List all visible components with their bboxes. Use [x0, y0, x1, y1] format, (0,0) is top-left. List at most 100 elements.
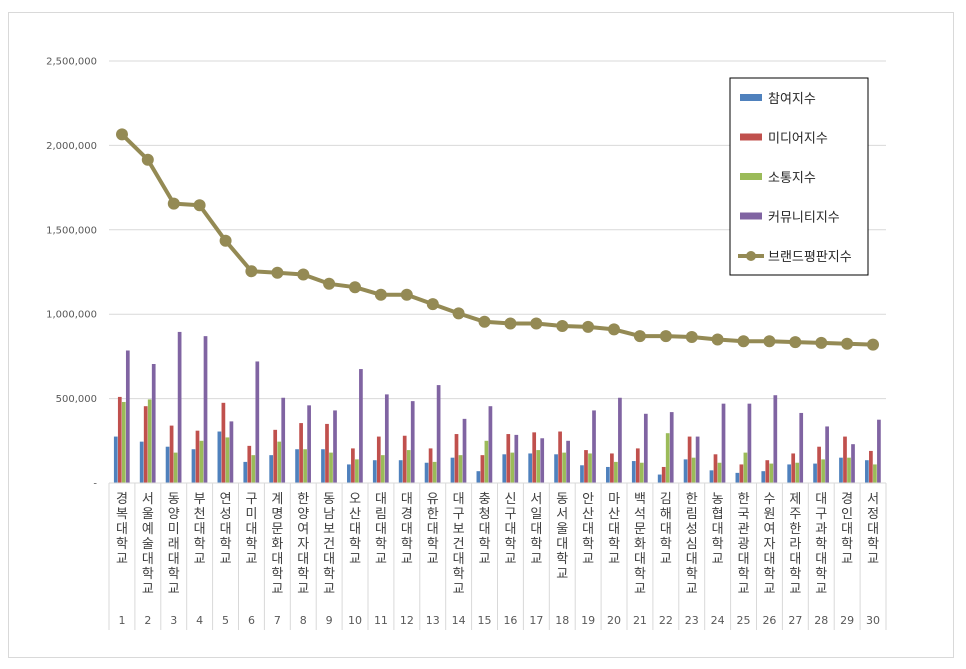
- legend-swatch: [740, 133, 762, 141]
- bar-2: [532, 432, 537, 483]
- brand-index-point: [685, 331, 698, 343]
- bar-3: [717, 462, 722, 483]
- bar-1: [657, 474, 662, 483]
- bar-3: [277, 441, 282, 483]
- brand-index-point: [116, 128, 128, 141]
- bar-1: [580, 465, 584, 483]
- bar-1: [554, 454, 558, 483]
- bar-1: [372, 460, 377, 483]
- x-rank-label: 9: [326, 614, 333, 627]
- legend-swatch: [740, 173, 762, 180]
- bar-2: [195, 430, 200, 483]
- bar-4: [825, 426, 829, 483]
- bar-4: [514, 434, 519, 483]
- bar-4: [721, 403, 726, 483]
- bar-2: [791, 453, 796, 483]
- x-rank-label: 14: [452, 614, 466, 627]
- bar-2: [817, 446, 821, 483]
- bar-2: [299, 423, 303, 483]
- x-rank-label: 29: [840, 614, 854, 627]
- legend-swatch: [740, 212, 762, 220]
- y-tick-label: 1,000,000: [46, 310, 97, 321]
- bar-2: [869, 450, 873, 483]
- bar-1: [813, 463, 817, 483]
- bar-4: [851, 444, 855, 483]
- brand-index-point: [737, 335, 750, 348]
- bar-4: [643, 413, 648, 483]
- x-rank-label: 11: [374, 614, 388, 627]
- bar-2: [713, 454, 718, 483]
- bar-1: [865, 460, 869, 483]
- x-rank-label: 4: [196, 614, 203, 627]
- x-rank-label: 15: [478, 614, 492, 627]
- bar-4: [566, 440, 570, 483]
- x-rank-label: 30: [866, 614, 880, 627]
- bar-2: [351, 448, 355, 483]
- bar-1: [502, 454, 507, 483]
- brand-index-point: [841, 337, 854, 350]
- bar-1: [295, 449, 299, 483]
- x-rank-label: 25: [737, 614, 751, 627]
- brand-index-point: [711, 333, 724, 346]
- bar-2: [558, 431, 562, 483]
- bar-1: [139, 441, 144, 483]
- bar-3: [121, 401, 126, 483]
- x-rank-label: 23: [685, 614, 699, 627]
- bar-4: [799, 412, 804, 483]
- bar-1: [113, 436, 118, 483]
- bar-3: [380, 455, 385, 483]
- legend-label: 참여지수: [768, 92, 816, 107]
- bar-4: [359, 369, 363, 483]
- bar-4: [592, 410, 596, 483]
- axis-layer: - 500,000 1,000,000 1,500,000 2,000,000 2,500…: [46, 57, 887, 630]
- bar-3: [432, 461, 437, 483]
- y-tick-label: 2,500,000: [46, 57, 97, 68]
- bar-2: [117, 396, 122, 483]
- bar-1: [165, 446, 170, 483]
- legend-label: 커뮤니티지수: [768, 211, 840, 226]
- bar-4: [384, 394, 389, 483]
- bar-3: [614, 461, 618, 483]
- bar-2: [454, 434, 459, 483]
- bar-4: [773, 395, 778, 483]
- bar-3: [251, 455, 256, 483]
- brand-index-point: [556, 320, 569, 332]
- x-rank-label: 6: [248, 614, 255, 627]
- bar-2: [687, 436, 692, 483]
- bar-4: [877, 419, 881, 483]
- x-rank-label: 5: [222, 614, 229, 627]
- bar-2: [739, 464, 744, 483]
- bar-1: [631, 461, 636, 483]
- brand-index-point: [426, 298, 439, 311]
- x-rank-label: 1: [118, 614, 125, 627]
- bar-4: [125, 350, 130, 483]
- bar-4: [307, 405, 311, 483]
- x-rank-label: 13: [426, 614, 440, 627]
- x-rank-label: 8: [300, 614, 307, 627]
- bar-3: [329, 452, 333, 483]
- bar-3: [691, 457, 696, 483]
- bar-1: [528, 453, 533, 483]
- bar-1: [606, 466, 610, 483]
- brand-index-point: [867, 338, 879, 351]
- bar-1: [839, 457, 843, 483]
- bar-3: [562, 452, 566, 483]
- bar-3: [847, 457, 851, 483]
- x-rank-label: 21: [633, 614, 647, 627]
- bar-1: [709, 470, 714, 483]
